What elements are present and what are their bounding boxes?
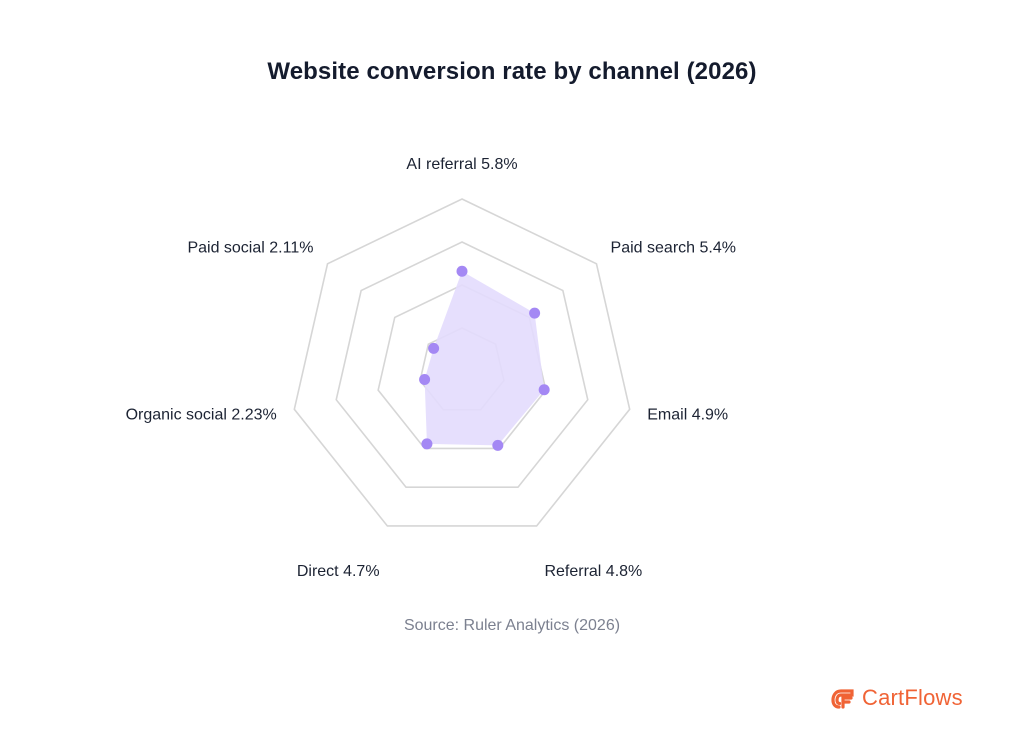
data-point-ai-referral bbox=[456, 265, 468, 277]
radar-series bbox=[419, 265, 550, 451]
source-note: Source: Ruler Analytics (2026) bbox=[403, 617, 621, 634]
axis-label-paid-search: Paid search 5.4% bbox=[611, 240, 736, 257]
data-point-referral bbox=[492, 439, 504, 451]
axis-label-email: Email 4.9% bbox=[647, 406, 728, 423]
axis-label-direct: Direct 4.7% bbox=[297, 563, 380, 580]
cartflows-logo-icon bbox=[831, 689, 854, 709]
chart-title: Website conversion rate by channel (2026… bbox=[267, 58, 757, 85]
series-area bbox=[424, 271, 545, 446]
brand-logo: CartFlows bbox=[830, 683, 963, 713]
data-point-paid-social bbox=[428, 342, 440, 354]
axis-label-ai-referral: AI referral 5.8% bbox=[406, 156, 517, 173]
data-point-email bbox=[538, 384, 550, 396]
data-point-organic-social bbox=[419, 374, 431, 386]
grid-ring-3 bbox=[335, 241, 589, 489]
axis-label-organic-social: Organic social 2.23% bbox=[126, 406, 277, 423]
data-point-direct bbox=[421, 438, 433, 450]
data-point-paid-search bbox=[529, 307, 541, 319]
brand-name: CartFlows bbox=[862, 685, 963, 710]
axis-label-paid-social: Paid social 2.11% bbox=[187, 240, 313, 257]
grid-ring-4 bbox=[293, 198, 631, 527]
radar-axis-labels: AI referral 5.8% Paid search 5.4% Email 4.… bbox=[126, 156, 736, 580]
axis-label-referral: Referral 4.8% bbox=[544, 563, 642, 580]
